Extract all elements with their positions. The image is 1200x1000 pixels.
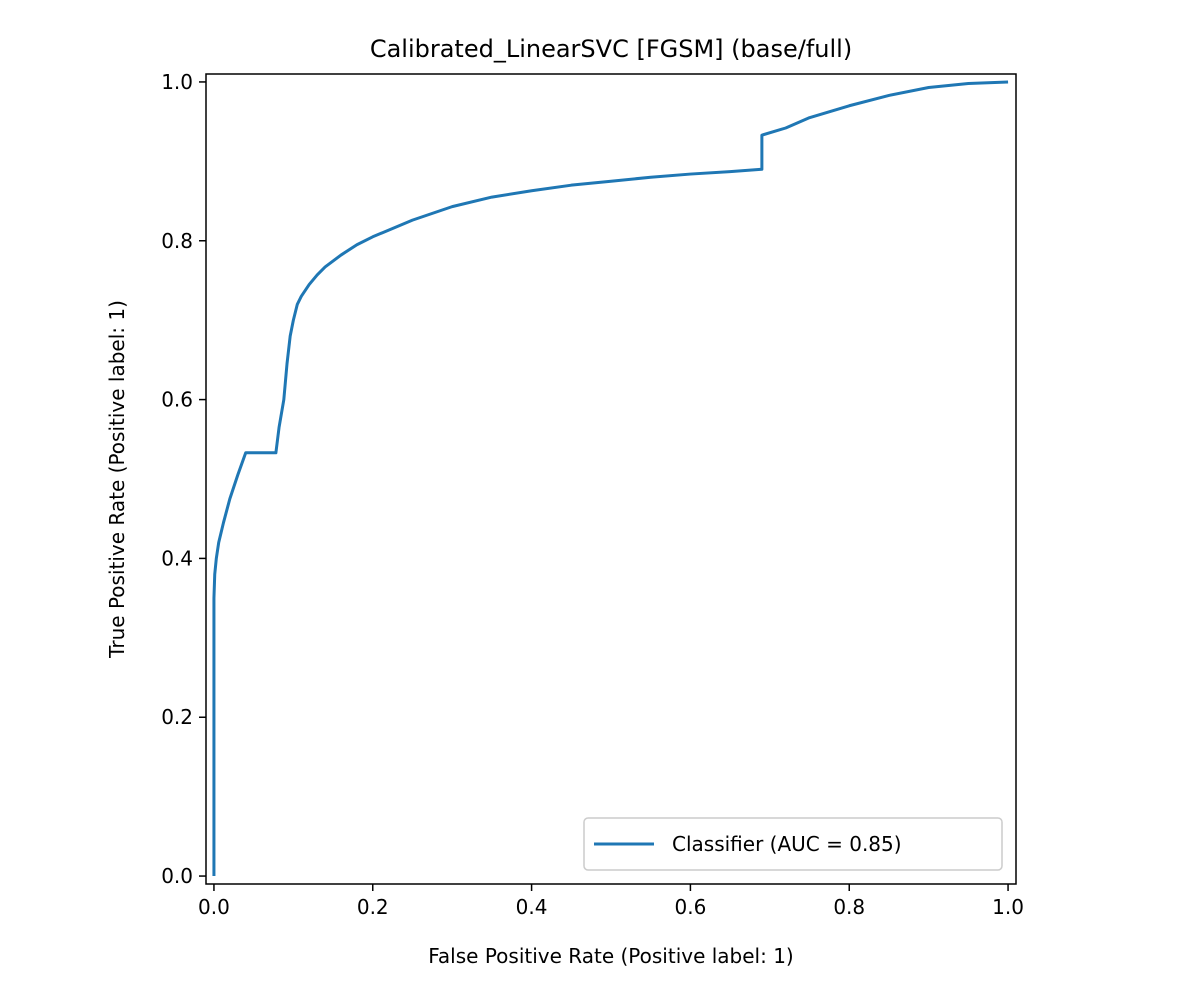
y-tick-label: 1.0 — [161, 70, 193, 94]
x-tick-label: 0.8 — [833, 895, 865, 919]
y-tick-label: 0.6 — [161, 388, 193, 412]
x-axis-ticks: 0.0 0.2 0.4 0.6 0.8 1.0 — [198, 884, 1024, 919]
x-tick-label: 0.4 — [516, 895, 548, 919]
chart-title: Calibrated_LinearSVC [FGSM] (base/full) — [370, 35, 852, 63]
x-axis-label: False Positive Rate (Positive label: 1) — [428, 944, 794, 968]
plot-area: 0.0 0.2 0.4 0.6 0.8 1.0 0.0 0.2 0.4 0.6 0.8 1.0 — [161, 70, 1024, 919]
y-axis-label: True Positive Rate (Positive label: 1) — [105, 300, 129, 659]
y-tick-label: 0.8 — [161, 229, 193, 253]
axes-frame — [205, 73, 1017, 885]
y-tick-label: 0.4 — [161, 546, 193, 570]
legend-box — [583, 817, 1003, 871]
x-tick-label: 0.2 — [357, 895, 389, 919]
roc-curve-line — [212, 80, 1009, 877]
x-tick-label: 0.0 — [198, 895, 230, 919]
legend-label: Classifier (AUC = 0.85) — [672, 832, 902, 856]
legend: Classifier (AUC = 0.85) — [583, 817, 1003, 871]
x-tick-label: 1.0 — [992, 895, 1024, 919]
x-tick-label: 0.6 — [675, 895, 707, 919]
y-axis-ticks: 0.0 0.2 0.4 0.6 0.8 1.0 — [161, 70, 206, 888]
y-tick-label: 0.2 — [161, 705, 193, 729]
y-tick-label: 0.0 — [161, 864, 193, 888]
